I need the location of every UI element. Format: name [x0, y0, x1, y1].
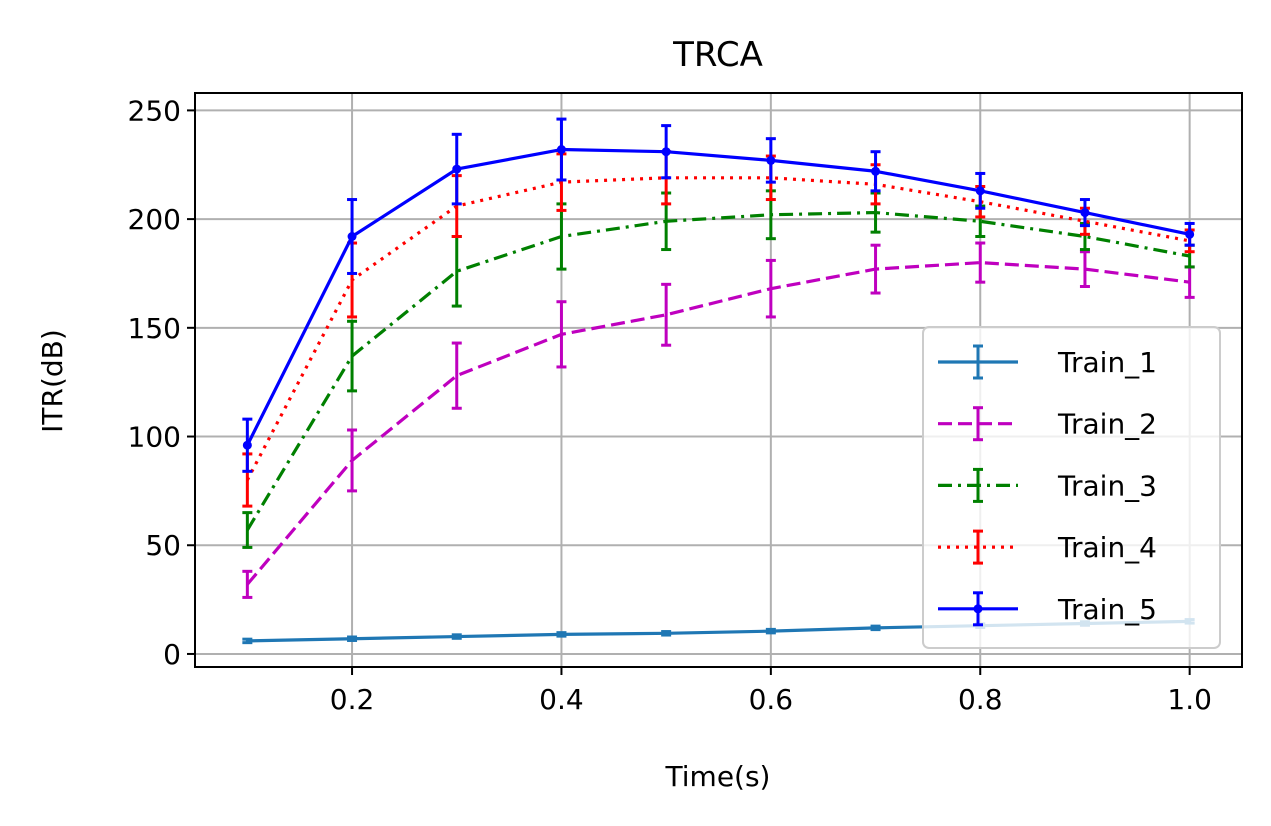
- data-point: [975, 186, 985, 196]
- x-tick-label: 0.8: [958, 683, 1003, 716]
- x-tick-label: 0.2: [330, 683, 375, 716]
- legend: Train_1 Train_2 Train_3 Train_4 Train_5: [922, 326, 1221, 649]
- y-tick-label: 150: [128, 312, 181, 345]
- series-line: [246, 260, 1190, 586]
- legend-marker: [973, 604, 983, 614]
- data-point: [242, 440, 252, 450]
- axis-ticks: 0.2 0.4 0.6 0.8 1.0 0 50 100 150 200 250: [128, 94, 1212, 716]
- plot-frame: [194, 92, 1243, 668]
- legend-label: Train_3: [1057, 469, 1157, 502]
- data-point: [1185, 229, 1195, 239]
- y-tick-label: 50: [145, 529, 181, 562]
- y-tick-label: 200: [128, 203, 181, 236]
- y-tick-label: 0: [163, 638, 181, 671]
- series-Train_5: [242, 117, 1195, 473]
- legend-box: [922, 326, 1221, 649]
- y-tick-label: 250: [128, 94, 181, 127]
- legend-label: Train_1: [1057, 346, 1157, 379]
- chart-title: TRCA: [672, 35, 763, 75]
- x-tick-label: 0.4: [539, 683, 584, 716]
- legend-label: Train_5: [1057, 593, 1157, 626]
- data-point: [871, 166, 881, 176]
- series-line: [245, 147, 1190, 446]
- legend-label: Train_2: [1057, 408, 1157, 441]
- x-tick-label: 1.0: [1167, 683, 1212, 716]
- data-point: [452, 164, 462, 174]
- legend-label: Train_4: [1057, 531, 1157, 564]
- data-point: [661, 147, 671, 157]
- y-tick-label: 100: [128, 421, 181, 454]
- data-point: [1080, 208, 1090, 218]
- x-tick-label: 0.6: [749, 683, 794, 716]
- data-point: [766, 155, 776, 165]
- y-axis-label: ITR(dB): [36, 329, 69, 433]
- series-line: [245, 176, 1190, 481]
- data-point: [556, 145, 566, 155]
- series-line: [245, 210, 1190, 531]
- data-point: [347, 232, 357, 241]
- x-axis-label: Time(s): [665, 760, 771, 793]
